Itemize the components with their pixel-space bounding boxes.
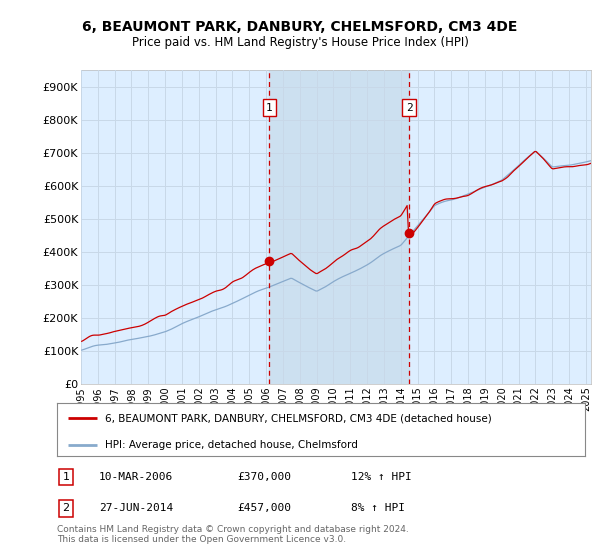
Text: 1: 1 [62,472,70,482]
Text: 27-JUN-2014: 27-JUN-2014 [99,503,173,514]
Text: £457,000: £457,000 [237,503,291,514]
Text: 10-MAR-2006: 10-MAR-2006 [99,472,173,482]
Text: £370,000: £370,000 [237,472,291,482]
Text: 1: 1 [266,102,273,113]
Text: Price paid vs. HM Land Registry's House Price Index (HPI): Price paid vs. HM Land Registry's House … [131,36,469,49]
Text: 6, BEAUMONT PARK, DANBURY, CHELMSFORD, CM3 4DE (detached house): 6, BEAUMONT PARK, DANBURY, CHELMSFORD, C… [104,413,491,423]
Text: 12% ↑ HPI: 12% ↑ HPI [351,472,412,482]
Text: 2: 2 [406,102,412,113]
Text: Contains HM Land Registry data © Crown copyright and database right 2024.
This d: Contains HM Land Registry data © Crown c… [57,525,409,544]
Text: 8% ↑ HPI: 8% ↑ HPI [351,503,405,514]
Bar [269,70,409,384]
Text: 2: 2 [62,503,70,514]
Text: 6, BEAUMONT PARK, DANBURY, CHELMSFORD, CM3 4DE: 6, BEAUMONT PARK, DANBURY, CHELMSFORD, C… [82,20,518,34]
Text: HPI: Average price, detached house, Chelmsford: HPI: Average price, detached house, Chel… [104,440,358,450]
